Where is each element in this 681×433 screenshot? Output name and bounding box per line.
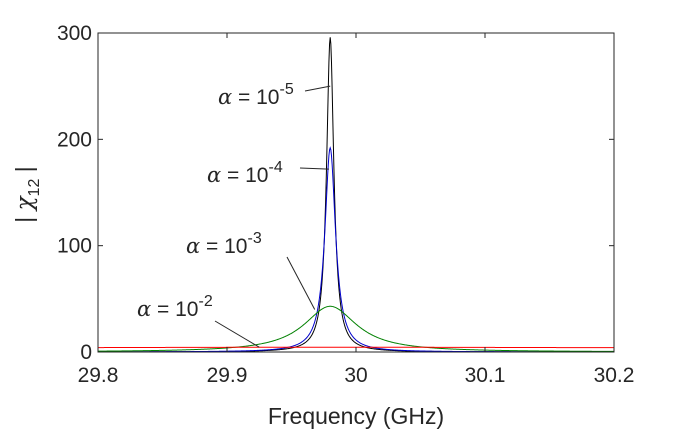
annotation-symbol: α: [218, 85, 232, 109]
x-tick-label: 30: [344, 364, 367, 387]
annotation-label: α = 10-4: [207, 159, 283, 187]
annotation-label: α = 10-5: [218, 81, 294, 109]
x-tick-label: 30.2: [594, 364, 635, 387]
x-tick-label: 30.1: [465, 364, 506, 387]
series-line-alpha-1e-3: [98, 305, 615, 352]
y-axis-title-prefix: |: [11, 210, 37, 222]
annotation-symbol: α: [186, 234, 200, 258]
annotation-exponent: -2: [198, 293, 212, 310]
y-tick-label: 200: [57, 128, 92, 151]
annotation-pointer: [299, 167, 329, 170]
y-tick-label: 300: [57, 22, 92, 45]
annotation-exponent: -4: [268, 159, 282, 176]
annotation-alpha-1e-3: α = 10-3: [186, 230, 316, 310]
y-axis-title: | χ12 |: [11, 166, 43, 222]
annotation-alpha-1e-5: α = 10-5: [218, 81, 331, 109]
x-tick-label: 29.9: [207, 364, 248, 387]
y-axis-title-symbol: χ: [12, 194, 38, 212]
annotation-pointer: [304, 85, 331, 92]
annotation-pointer: [286, 256, 316, 310]
y-tick-label: 100: [57, 235, 92, 258]
annotation-exponent: -5: [279, 81, 293, 98]
annotation-alpha-1e-4: α = 10-4: [207, 159, 329, 187]
x-axis-title: Frequency (GHz): [268, 403, 444, 429]
annotation-symbol: α: [137, 297, 151, 321]
x-tick-label: 29.8: [78, 364, 119, 387]
annotation-layer: α = 10-5α = 10-4α = 10-3α = 10-2: [137, 81, 331, 348]
annotation-exponent: -3: [247, 230, 261, 247]
ticks-layer: 29.8 29.9 30 30.1 30.2 0 100 200 300: [57, 22, 634, 387]
y-axis-title-suffix: |: [11, 166, 37, 178]
annotation-alpha-1e-2: α = 10-2: [137, 293, 260, 348]
annotation-label: α = 10-3: [186, 230, 262, 258]
y-tick-label: 0: [80, 341, 92, 364]
plot-area: [98, 33, 614, 352]
annotation-symbol: α: [207, 163, 221, 187]
annotation-pointer: [214, 320, 260, 348]
annotation-text: = 10: [151, 298, 198, 321]
annotation-text: = 10: [232, 86, 279, 109]
annotation-text: = 10: [221, 164, 268, 187]
annotation-label: α = 10-2: [137, 293, 213, 321]
annotation-text: = 10: [200, 235, 247, 258]
y-axis-title-subscript: 12: [26, 179, 43, 197]
